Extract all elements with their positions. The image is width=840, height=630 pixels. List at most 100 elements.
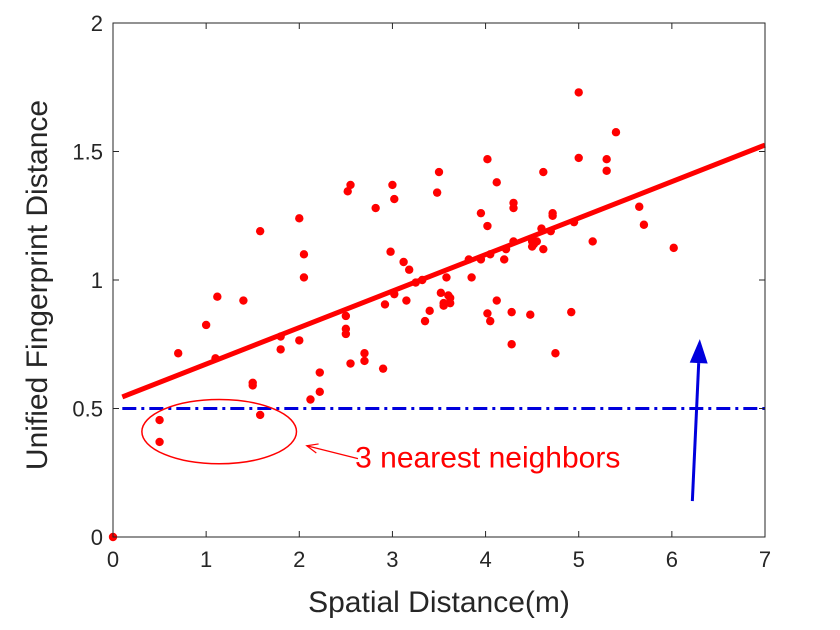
y-tick-label: 0.5 — [72, 397, 103, 422]
data-point — [315, 368, 324, 377]
data-point — [483, 155, 492, 164]
data-point — [411, 278, 420, 287]
data-point — [464, 255, 474, 264]
data-point — [569, 217, 579, 227]
data-point — [425, 306, 434, 316]
y-tick-label: 1 — [91, 268, 103, 293]
x-tick-label: 1 — [200, 547, 212, 572]
y-axis-ticks: 0 0.5 1 1.5 2 — [72, 11, 765, 550]
data-point — [346, 359, 355, 368]
data-point — [537, 224, 546, 233]
data-point — [439, 301, 448, 310]
data-point — [509, 203, 518, 213]
data-point — [476, 208, 486, 218]
annotation-arrow — [306, 445, 359, 460]
data-point — [276, 345, 285, 354]
blue-arrow — [690, 363, 701, 502]
data-point — [341, 311, 351, 321]
data-point — [299, 273, 309, 282]
data-point — [295, 214, 304, 223]
data-point — [299, 250, 309, 259]
data-point — [248, 381, 257, 390]
data-point — [483, 221, 492, 231]
data-point — [388, 180, 397, 190]
data-point — [399, 257, 408, 267]
x-tick-label: 3 — [386, 547, 398, 572]
x-axis-ticks: 0 1 2 3 4 5 6 7 — [107, 23, 771, 572]
data-point — [360, 356, 369, 366]
data-point — [360, 349, 369, 358]
data-point — [404, 265, 414, 274]
data-point — [532, 237, 541, 246]
x-tick-label: 5 — [573, 547, 585, 572]
blue-arrow-head — [689, 339, 708, 364]
data-point — [420, 316, 430, 326]
data-point — [386, 247, 395, 256]
data-point — [574, 88, 583, 97]
data-point — [611, 128, 621, 137]
data-point — [483, 309, 492, 318]
data-point — [239, 296, 248, 305]
data-point — [492, 178, 501, 187]
x-tick-label: 0 — [107, 547, 119, 572]
data-point — [174, 349, 183, 358]
data-point — [378, 364, 388, 373]
data-point — [548, 208, 557, 218]
data-point — [211, 354, 220, 363]
annotation-arrow-head — [305, 443, 319, 454]
y-tick-label: 1.5 — [72, 140, 103, 165]
x-tick-label: 4 — [479, 547, 491, 572]
data-point — [155, 437, 164, 447]
data-point — [434, 167, 444, 177]
data-point — [390, 289, 399, 299]
x-tick-label: 6 — [666, 547, 678, 572]
data-point — [445, 298, 455, 308]
data-point — [574, 153, 583, 163]
data-point — [436, 288, 446, 298]
data-point — [507, 340, 516, 349]
data-point — [306, 395, 315, 404]
fit-line — [121, 142, 766, 400]
data-point — [539, 167, 548, 177]
data-point — [402, 296, 411, 305]
data-point — [526, 310, 535, 319]
data-point — [418, 275, 427, 285]
data-point — [567, 307, 576, 317]
data-point — [255, 410, 265, 420]
data-point — [602, 166, 611, 175]
data-point — [486, 250, 495, 259]
data-point — [602, 155, 611, 164]
data-point — [276, 332, 285, 341]
data-point — [551, 349, 560, 358]
data-point — [509, 237, 518, 246]
annotation-label: 3 nearest neighbors — [355, 442, 620, 475]
data-point — [635, 202, 644, 211]
x-tick-label: 7 — [759, 547, 771, 572]
data-point — [295, 336, 304, 345]
data-point — [476, 255, 486, 264]
data-point — [539, 244, 548, 254]
x-tick-label: 2 — [293, 547, 305, 572]
data-point — [341, 329, 351, 339]
data-point — [380, 300, 390, 309]
data-point — [442, 273, 451, 282]
y-tick-label: 2 — [91, 11, 103, 36]
data-point — [390, 194, 399, 204]
data-point — [371, 203, 380, 213]
data-point — [507, 307, 516, 317]
y-tick-label: 0 — [91, 525, 103, 550]
data-point — [501, 244, 511, 254]
data-point — [546, 226, 555, 236]
data-point — [213, 292, 222, 301]
data-point — [500, 255, 509, 264]
data-point — [346, 180, 355, 190]
x-axis-label: Spatial Distance(m) — [308, 586, 570, 619]
data-point — [343, 187, 352, 196]
y-axis-label: Unified Fingerprint Distance — [21, 100, 54, 470]
data-point — [639, 220, 649, 229]
data-point — [432, 188, 442, 197]
data-point — [255, 226, 265, 236]
data-point — [155, 415, 164, 425]
data-point — [588, 237, 597, 246]
data-point — [486, 316, 495, 326]
